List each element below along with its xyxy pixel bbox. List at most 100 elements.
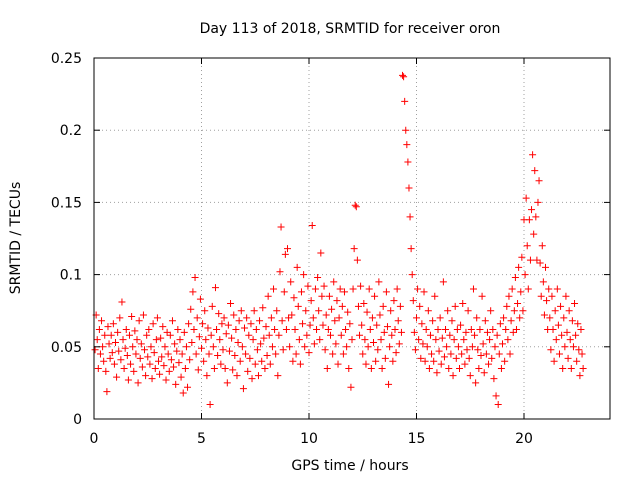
data-point — [182, 343, 190, 351]
plot-frame — [93, 57, 611, 420]
data-point — [324, 325, 332, 333]
data-point — [244, 367, 252, 375]
data-point — [376, 311, 384, 319]
data-point — [336, 285, 344, 293]
data-point — [443, 343, 451, 351]
data-point — [388, 331, 396, 339]
data-point — [146, 360, 154, 368]
data-point — [248, 375, 256, 383]
data-point — [285, 314, 293, 322]
data-point — [390, 297, 398, 305]
data-point — [134, 379, 142, 387]
data-point — [150, 349, 158, 357]
data-point — [391, 325, 399, 333]
data-point — [363, 308, 371, 316]
data-point — [274, 372, 282, 380]
data-point — [485, 360, 493, 368]
data-point — [458, 350, 466, 358]
data-point — [483, 328, 491, 336]
data-point — [313, 325, 321, 333]
data-point — [515, 263, 523, 271]
data-point — [564, 354, 572, 362]
data-point — [560, 314, 568, 322]
data-point — [257, 340, 265, 348]
data-point — [214, 351, 222, 359]
data-point — [277, 223, 285, 231]
data-point — [98, 317, 106, 325]
data-point — [347, 383, 355, 391]
data-point — [264, 292, 272, 300]
data-point — [506, 350, 514, 358]
data-point — [397, 328, 405, 336]
data-point — [379, 302, 387, 310]
data-point — [307, 297, 315, 305]
data-point — [271, 325, 279, 333]
data-point — [302, 307, 310, 315]
data-point — [577, 325, 585, 333]
y-tick-label: 0.05 — [51, 340, 82, 356]
data-point — [471, 331, 479, 339]
data-point — [329, 350, 337, 358]
data-point — [261, 364, 269, 372]
data-point — [272, 350, 280, 358]
data-point — [557, 302, 565, 310]
x-axis-label: GPS time / hours — [291, 458, 408, 474]
data-point — [489, 325, 497, 333]
data-point — [325, 292, 333, 300]
data-point — [311, 285, 319, 293]
data-point — [167, 356, 175, 364]
data-point — [173, 347, 181, 355]
data-point — [256, 317, 264, 325]
data-point — [128, 312, 136, 320]
data-point — [161, 343, 169, 351]
grid-layer — [94, 58, 610, 419]
data-point — [572, 331, 580, 339]
data-point — [194, 366, 202, 374]
data-point — [171, 340, 179, 348]
data-point — [222, 330, 230, 338]
data-point — [334, 360, 342, 368]
data-point — [138, 363, 146, 371]
data-point — [505, 292, 513, 300]
data-point — [428, 350, 436, 358]
data-point — [482, 350, 490, 358]
data-point — [179, 389, 187, 397]
data-point — [333, 297, 341, 305]
data-point — [346, 320, 354, 328]
data-point — [234, 338, 242, 346]
data-point — [488, 354, 496, 362]
data-point — [431, 292, 439, 300]
data-point — [478, 292, 486, 300]
data-point — [373, 321, 381, 329]
data-point — [193, 314, 201, 322]
data-point — [149, 320, 157, 328]
data-point — [464, 307, 472, 315]
data-point — [404, 158, 412, 166]
data-point — [331, 317, 339, 325]
data-point — [371, 292, 379, 300]
data-point — [375, 278, 383, 286]
data-point — [170, 363, 178, 371]
data-point — [184, 383, 192, 391]
data-point — [180, 328, 188, 336]
data-point — [109, 320, 117, 328]
data-point — [195, 333, 203, 341]
data-point — [394, 317, 402, 325]
data-point — [531, 167, 539, 175]
data-point — [543, 297, 551, 305]
data-point — [287, 278, 295, 286]
data-point — [542, 263, 549, 271]
data-point — [532, 213, 540, 221]
data-point — [420, 288, 428, 296]
data-point — [294, 302, 302, 310]
data-point — [529, 151, 537, 159]
data-point — [555, 350, 563, 358]
data-point — [153, 314, 161, 322]
data-point — [328, 305, 336, 313]
data-point — [276, 268, 284, 276]
data-point — [514, 299, 522, 307]
data-point — [343, 343, 351, 351]
data-point — [239, 385, 247, 393]
data-point — [378, 364, 386, 372]
data-point — [518, 253, 526, 261]
